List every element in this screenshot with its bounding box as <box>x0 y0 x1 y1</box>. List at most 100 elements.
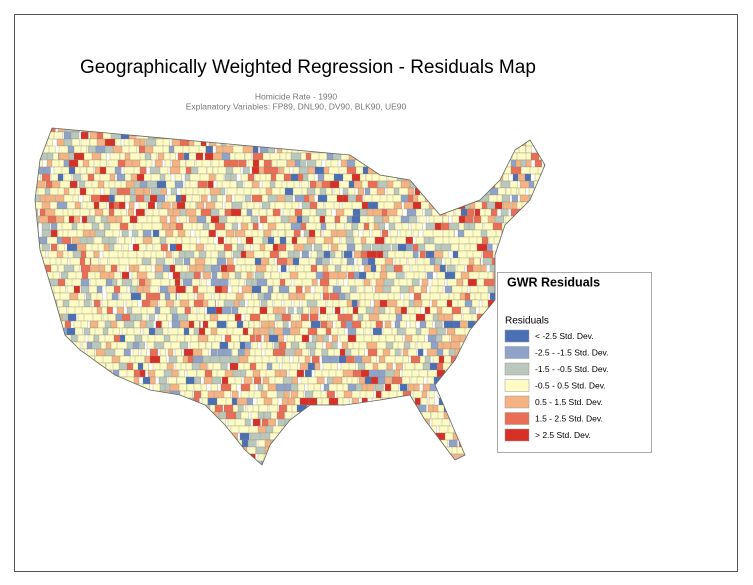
county-cell <box>399 257 407 266</box>
county-cell <box>215 173 225 182</box>
county-cell <box>284 411 293 420</box>
county-cell <box>444 285 452 294</box>
county-cell <box>326 152 334 161</box>
county-cell <box>311 355 320 364</box>
county-cell <box>185 271 195 280</box>
county-cell <box>294 159 301 168</box>
county-cell <box>150 152 158 161</box>
county-cell <box>244 152 252 161</box>
county-cell <box>382 215 389 224</box>
county-cell <box>161 222 170 231</box>
county-cell <box>243 376 253 385</box>
county-cell <box>133 327 141 336</box>
county-cell <box>90 194 102 203</box>
county-cell <box>134 187 144 196</box>
county-cell <box>114 138 122 147</box>
county-cell <box>118 264 127 273</box>
county-cell <box>246 397 254 406</box>
county-cell <box>294 348 302 357</box>
county-cell <box>326 320 333 329</box>
county-cell <box>141 257 152 266</box>
county-cell <box>198 341 206 350</box>
county-cell <box>238 278 245 287</box>
county-cell <box>443 313 453 322</box>
county-cell <box>43 166 51 175</box>
county-cell <box>93 250 100 259</box>
county-cell <box>276 411 285 420</box>
county-cell <box>143 194 150 203</box>
county-cell <box>73 285 81 294</box>
county-cell <box>224 201 232 210</box>
county-cell <box>321 180 331 189</box>
county-cell <box>60 257 68 266</box>
county-cell <box>71 138 80 147</box>
county-cell <box>322 334 329 343</box>
county-cell <box>181 264 188 273</box>
county-cell <box>497 187 506 196</box>
county-cell <box>244 243 251 252</box>
county-cell <box>330 159 339 168</box>
county-cell <box>260 341 268 350</box>
county-cell <box>421 390 428 399</box>
county-cell <box>418 369 428 378</box>
county-cell <box>64 320 71 329</box>
county-cell <box>373 215 383 224</box>
county-cell <box>153 341 164 350</box>
county-cell <box>84 257 91 266</box>
county-cell <box>290 152 303 161</box>
county-cell <box>277 306 286 315</box>
county-cell <box>480 215 490 224</box>
county-cell <box>177 229 186 238</box>
county-cell <box>321 369 330 378</box>
county-cell <box>298 355 306 364</box>
county-cell <box>292 355 299 364</box>
county-cell <box>353 271 360 280</box>
county-cell <box>247 439 257 448</box>
county-cell <box>203 264 211 273</box>
county-cell <box>205 243 216 252</box>
county-cell <box>261 180 271 189</box>
county-cell <box>284 278 292 287</box>
county-cell <box>212 362 222 371</box>
county-cell <box>276 159 287 168</box>
county-cell <box>44 194 55 203</box>
county-cell <box>223 348 232 357</box>
county-cell <box>149 166 161 175</box>
county-cell <box>237 404 244 413</box>
county-cell <box>367 215 375 224</box>
county-cell <box>185 159 195 168</box>
county-cell <box>89 320 99 329</box>
county-cell <box>223 390 231 399</box>
county-cell <box>376 187 386 196</box>
county-cell <box>95 348 107 357</box>
county-cell <box>200 194 208 203</box>
legend-swatch <box>504 329 530 343</box>
county-cell <box>500 208 509 217</box>
county-cell <box>402 355 409 364</box>
county-cell <box>405 229 412 238</box>
county-cell <box>202 271 211 280</box>
county-cell <box>111 292 119 301</box>
county-cell <box>169 264 176 273</box>
county-cell <box>448 229 455 238</box>
county-cell <box>36 180 46 189</box>
county-cell <box>283 299 292 308</box>
county-cell <box>87 271 96 280</box>
county-cell <box>138 243 147 252</box>
county-cell <box>441 306 453 315</box>
county-cell <box>196 215 208 224</box>
county-cell <box>382 285 392 294</box>
county-cell <box>273 341 280 350</box>
county-cell <box>363 194 373 203</box>
county-cell <box>206 306 217 315</box>
county-cell <box>219 187 226 196</box>
county-cell <box>92 313 102 322</box>
county-cell <box>234 152 245 161</box>
county-cell <box>267 194 279 203</box>
county-cell <box>240 390 250 399</box>
county-cell <box>258 208 267 217</box>
county-cell <box>386 362 393 371</box>
county-cell <box>216 180 223 189</box>
county-cell <box>149 299 158 308</box>
county-cell <box>482 250 494 259</box>
